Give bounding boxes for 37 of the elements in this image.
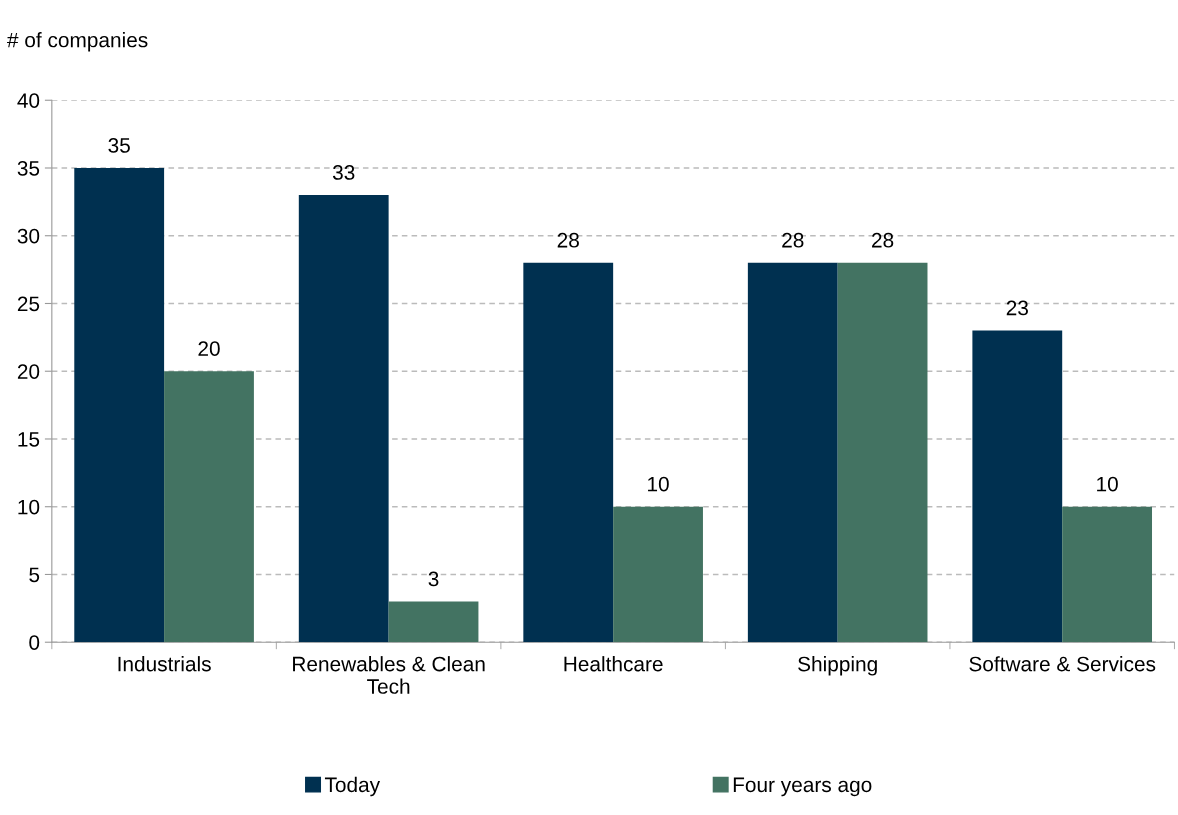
y-tick-label: 5	[29, 567, 40, 583]
x-tick-label: Industrials	[118, 656, 211, 672]
x-tick-label: Renewables & Clean Tech	[293, 656, 485, 694]
bar	[523, 262, 614, 643]
y-tick-label: 0	[29, 635, 40, 650]
y-tick-label: 40	[17, 93, 40, 108]
y-axis-title: # of companies	[7, 32, 148, 52]
bar	[613, 506, 703, 643]
bar	[164, 371, 254, 643]
bar	[388, 601, 479, 643]
data-label: 28	[557, 232, 579, 248]
bar	[747, 262, 838, 643]
x-tick-label: Shipping	[798, 656, 877, 676]
data-label: 10	[648, 476, 669, 492]
y-tick-label: 20	[17, 364, 40, 379]
bar	[837, 262, 928, 643]
bar	[298, 195, 389, 643]
y-tick-label: 25	[17, 296, 40, 312]
data-label: 20	[198, 341, 220, 356]
bar	[74, 167, 165, 643]
data-label: 10	[1097, 476, 1118, 492]
x-tick-label: Software & Services	[969, 656, 1156, 672]
legend-label: Four years ago	[733, 777, 872, 797]
bar	[972, 330, 1063, 643]
x-tick-label: Healthcare	[564, 656, 663, 672]
y-tick-label: 15	[18, 432, 40, 447]
data-label: 28	[872, 232, 894, 248]
y-tick-label: 30	[17, 228, 40, 244]
data-label: 23	[1006, 300, 1028, 316]
bar	[1062, 506, 1153, 643]
data-label: 3	[428, 571, 439, 587]
y-tick-label: 35	[17, 160, 40, 176]
legend-label: Today	[324, 776, 381, 797]
data-label: 35	[108, 138, 130, 153]
data-label: 33	[332, 165, 355, 180]
data-label: 28	[782, 232, 804, 248]
y-tick-label: 10	[18, 499, 40, 515]
